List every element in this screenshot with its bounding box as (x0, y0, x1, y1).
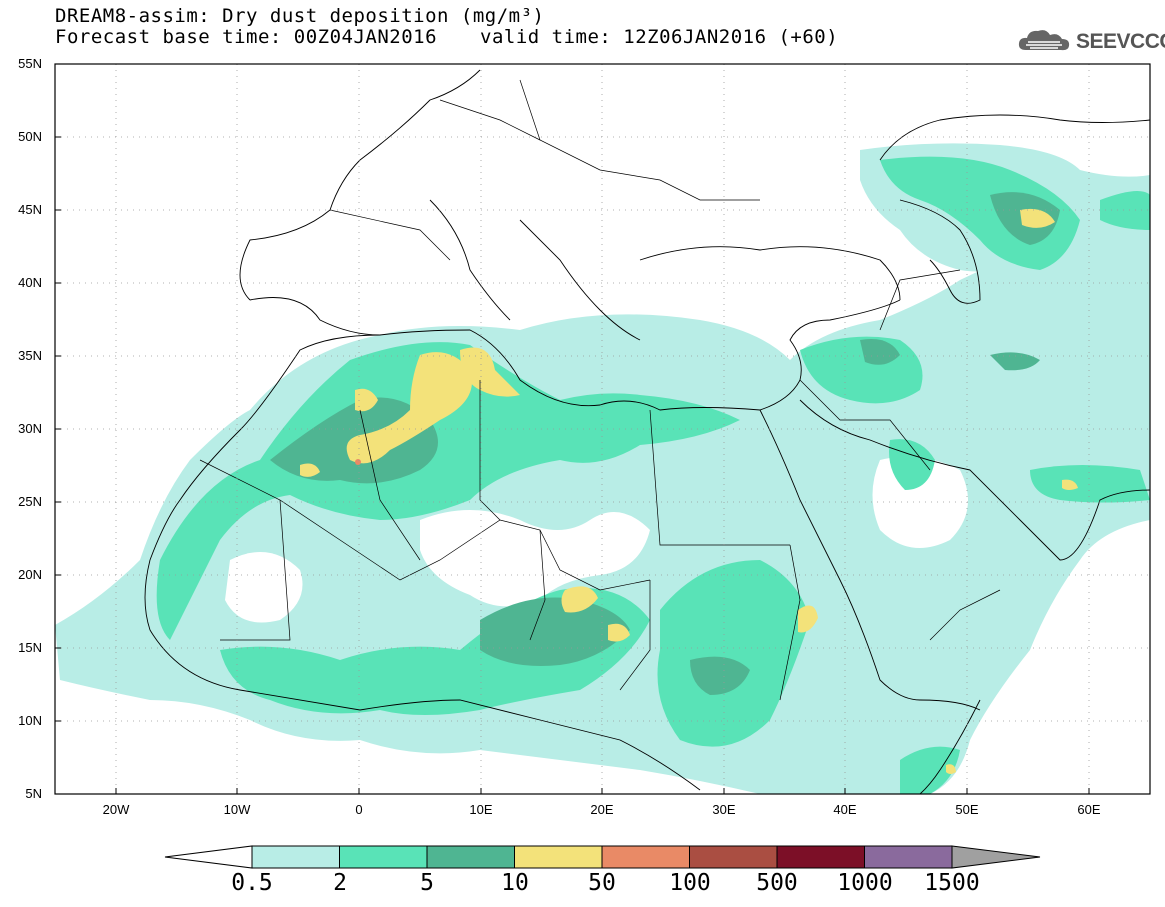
country-borders (199, 79, 1001, 701)
lon-label: 0 (355, 802, 363, 817)
colorbar-label: 100 (669, 870, 711, 896)
lat-label: 10N (18, 713, 42, 728)
lat-label: 35N (18, 348, 42, 363)
lon-label: 10W (223, 802, 251, 817)
lon-label: 40E (833, 802, 857, 817)
lon-label: 50E (955, 802, 979, 817)
logo-text: SEEVCCC (1076, 30, 1165, 53)
coastlines (144, 69, 1150, 794)
lon-label: 20W (102, 802, 130, 817)
colorbar-label: 1000 (837, 870, 893, 896)
lon-label: 60E (1077, 802, 1101, 817)
colorbar-label: 50 (588, 870, 616, 896)
lat-label: 50N (18, 129, 42, 144)
axis-ticks (55, 136, 1090, 794)
map-title: DREAM8-assim: Dry dust deposition (mg/m³… (55, 5, 545, 27)
lat-label: 55N (18, 56, 42, 71)
colorbar-label: 10 (501, 870, 529, 896)
lon-label: 30E (712, 802, 736, 817)
colorbar-label: 5 (420, 870, 434, 896)
lat-label: 20N (18, 567, 42, 582)
valid-time: valid time: 12Z06JAN2016 (+60) (480, 26, 839, 48)
colorbar-label: 500 (756, 870, 798, 896)
lat-label: 5N (25, 786, 42, 801)
colorbar-label: 1500 (924, 870, 980, 896)
lat-label: 25N (18, 494, 42, 509)
seevccc-logo: SEEVCCC (1016, 26, 1165, 56)
lon-label: 10E (469, 802, 493, 817)
forecast-base-time: Forecast base time: 00Z04JAN2016 (55, 26, 438, 48)
dust-field (55, 143, 1150, 794)
lat-label: 30N (18, 421, 42, 436)
colorbar-label: 0.5 (231, 870, 273, 896)
gridlines (55, 64, 1150, 794)
cloud-icon (1018, 30, 1070, 51)
lon-label: 20E (590, 802, 614, 817)
lat-label: 40N (18, 275, 42, 290)
lat-label: 45N (18, 202, 42, 217)
lat-label: 15N (18, 640, 42, 655)
colorbar-label: 2 (333, 870, 347, 896)
